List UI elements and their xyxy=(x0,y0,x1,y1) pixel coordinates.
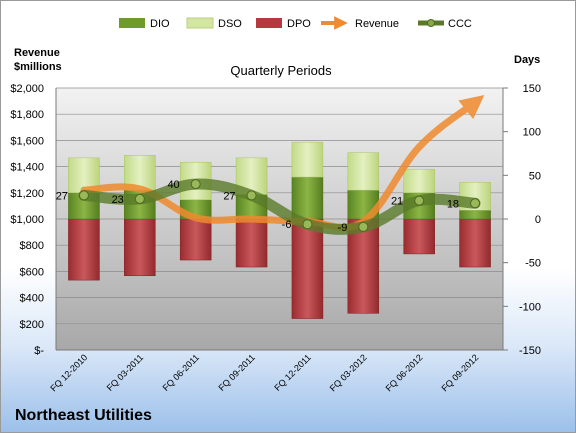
bar-dpo xyxy=(459,218,491,268)
ccc-data-label: -6 xyxy=(282,219,292,231)
legend-label-dpo: DPO xyxy=(287,18,311,30)
chart-title: Quarterly Periods xyxy=(230,63,332,78)
left-tick-label: $1,600 xyxy=(10,135,44,147)
legend-swatch-dio xyxy=(119,18,145,28)
bar-dio xyxy=(291,176,324,220)
bar-dpo xyxy=(347,218,380,314)
legend-marker-ccc xyxy=(427,19,435,27)
ccc-data-label: 18 xyxy=(447,198,459,210)
bar-dio xyxy=(459,210,491,220)
right-tick-label: -100 xyxy=(519,301,541,313)
bar-dso xyxy=(347,152,380,191)
category-label: FQ 06-2011 xyxy=(161,352,202,393)
left-axis-ticks: $- $200 $400 $600 $800 $1,000 $1,200 $1,400 $1,6… xyxy=(10,83,44,357)
category-label: FQ 03-2011 xyxy=(105,352,146,393)
right-tick-label: 50 xyxy=(529,170,541,182)
right-tick-label: 150 xyxy=(523,83,541,95)
left-axis-header-line1: Revenue xyxy=(14,47,60,59)
category-label: FQ 09-2011 xyxy=(216,352,257,393)
category-label: FQ 03-2012 xyxy=(328,352,369,393)
ccc-point xyxy=(302,219,313,230)
right-tick-label: 100 xyxy=(523,127,541,139)
bar-dpo xyxy=(179,218,212,261)
left-axis-header-line2: $millions xyxy=(14,61,62,73)
ccc-data-label: 21 xyxy=(391,196,403,208)
bar-dpo xyxy=(403,218,435,255)
legend-label-dso: DSO xyxy=(218,18,242,30)
chart-svg: DIO DSO DPO Revenue CCC Revenue $million… xyxy=(10,16,541,393)
legend-swatch-dso xyxy=(186,17,214,29)
ccc-data-label: 23 xyxy=(112,194,124,206)
left-tick-label: $1,400 xyxy=(10,162,44,174)
right-axis-header: Days xyxy=(514,54,540,66)
left-tick-label: $1,200 xyxy=(10,188,44,200)
ccc-point xyxy=(358,221,369,232)
bar-series xyxy=(68,141,491,319)
bar-dpo xyxy=(124,218,156,277)
category-label: FQ 09-2012 xyxy=(439,352,480,393)
ccc-point xyxy=(134,193,145,204)
legend-label-revenue: Revenue xyxy=(355,18,399,30)
category-label: FQ 12-2011 xyxy=(272,352,313,393)
bar-dpo xyxy=(68,218,100,281)
legend: DIO DSO DPO Revenue CCC xyxy=(119,16,472,30)
legend-label-ccc: CCC xyxy=(448,18,472,30)
left-tick-label: $200 xyxy=(20,319,44,331)
bar-dpo xyxy=(235,218,268,268)
left-tick-label: $1,800 xyxy=(10,109,44,121)
ccc-point xyxy=(246,190,257,201)
right-tick-label: -150 xyxy=(519,345,541,357)
right-axis-ticks: -150 -100 -50 0 50 100 150 xyxy=(503,83,541,357)
left-tick-label: $600 xyxy=(20,266,44,278)
category-axis-ticks: FQ 12-2010 FQ 03-2011 FQ 06-2011 FQ 09-2011… xyxy=(48,352,480,393)
ccc-point xyxy=(470,198,481,209)
bar-dso xyxy=(403,168,435,194)
ccc-point xyxy=(190,179,201,190)
category-label: FQ 06-2012 xyxy=(384,352,425,393)
company-name: Northeast Utilities xyxy=(15,407,152,424)
ccc-data-label: -9 xyxy=(338,222,348,234)
legend-label-dio: DIO xyxy=(150,18,170,30)
ccc-data-label: 27 xyxy=(223,190,235,202)
bar-dpo xyxy=(291,218,324,319)
line-series xyxy=(78,94,485,235)
right-tick-label: 0 xyxy=(535,214,541,226)
left-tick-label: $1,000 xyxy=(10,214,44,226)
right-tick-label: -50 xyxy=(525,258,541,270)
left-tick-label: $2,000 xyxy=(10,83,44,95)
legend-swatch-dpo xyxy=(256,18,282,28)
ccc-line xyxy=(78,178,481,235)
ccc-point xyxy=(414,195,425,206)
category-label: FQ 12-2010 xyxy=(48,352,89,393)
left-tick-label: $- xyxy=(34,345,44,357)
ccc-point xyxy=(78,190,89,201)
left-tick-label: $800 xyxy=(20,240,44,252)
ccc-data-label: 27 xyxy=(56,190,68,202)
ccc-data-label: 40 xyxy=(167,179,179,191)
bar-dso xyxy=(291,141,324,178)
left-tick-label: $400 xyxy=(20,293,44,305)
ccc-data-labels: 27 23 40 27 -6 -9 21 18 xyxy=(56,179,459,234)
